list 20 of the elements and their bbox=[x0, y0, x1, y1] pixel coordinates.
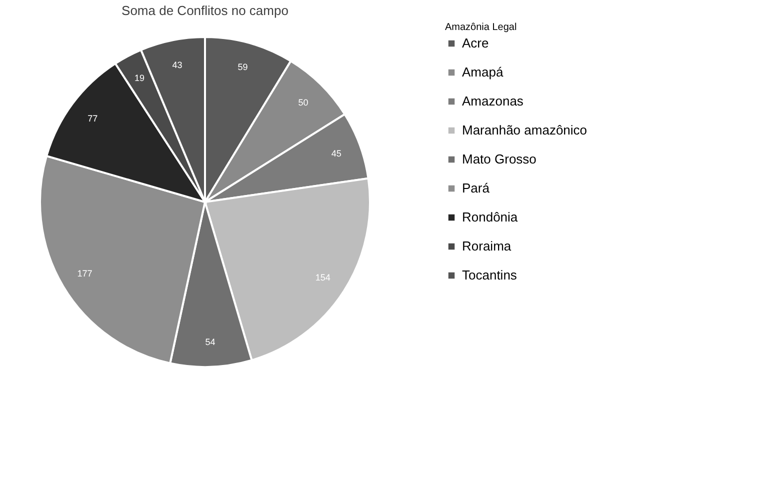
data-label: 59 bbox=[238, 62, 248, 72]
chart-title: Soma de Conflitos no campo bbox=[122, 3, 288, 18]
data-label: 177 bbox=[77, 268, 92, 279]
legend-label: Amapá bbox=[462, 64, 504, 80]
legend-label: Pará bbox=[462, 180, 490, 196]
data-label: 50 bbox=[298, 97, 308, 108]
data-label: 54 bbox=[205, 336, 216, 347]
legend-label: Mato Grosso bbox=[462, 152, 536, 166]
legend-label: Amazonas bbox=[462, 94, 524, 108]
legend-label: Acre bbox=[462, 36, 489, 50]
data-label: 45 bbox=[331, 148, 342, 159]
legend-label: Maranhão amazônico bbox=[462, 122, 588, 138]
legend-label: Tocantins bbox=[462, 268, 518, 282]
legend-title: Amazônia Legal bbox=[445, 22, 517, 33]
legend-label: Rondônia bbox=[462, 210, 518, 224]
data-label: 154 bbox=[315, 272, 330, 283]
data-label: 19 bbox=[134, 73, 145, 84]
data-label: 77 bbox=[88, 113, 98, 124]
data-label: 43 bbox=[172, 60, 182, 70]
legend-label: Roraima bbox=[462, 238, 512, 254]
